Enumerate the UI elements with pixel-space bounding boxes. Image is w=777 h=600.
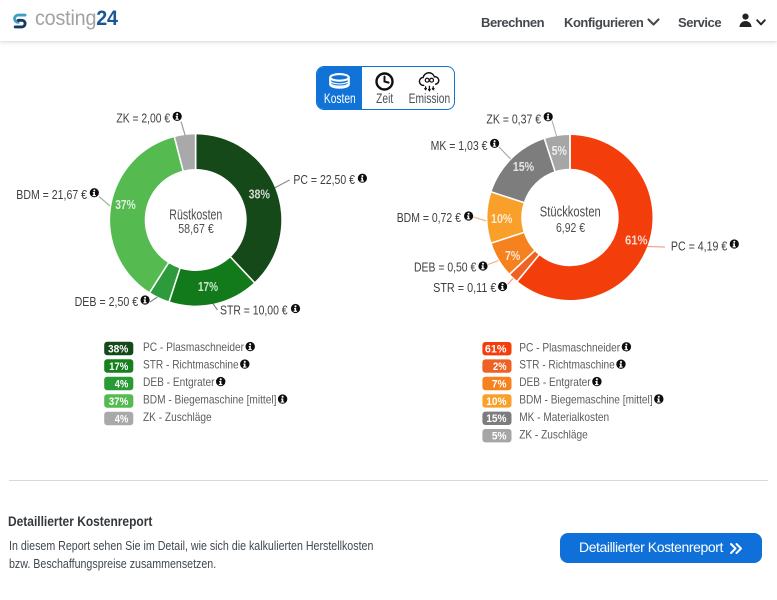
svg-text:BDM = 0,72 €: BDM = 0,72 € — [397, 211, 461, 225]
svg-text:DEB - Entgrater: DEB - Entgrater — [143, 375, 215, 389]
svg-text:MK = 1,03 €: MK = 1,03 € — [431, 139, 488, 153]
svg-text:7%: 7% — [492, 378, 507, 390]
svg-text:BDM - Biegemaschine [mittel]: BDM - Biegemaschine [mittel] — [519, 393, 652, 407]
svg-text:10%: 10% — [491, 212, 512, 226]
svg-text:17%: 17% — [109, 361, 128, 373]
svg-text:STR = 0,11 €: STR = 0,11 € — [433, 281, 496, 295]
svg-text:6,92 €: 6,92 € — [556, 221, 585, 235]
svg-text:5%: 5% — [492, 431, 507, 443]
svg-text:DEB - Entgrater: DEB - Entgrater — [519, 375, 591, 389]
svg-text:7%: 7% — [505, 249, 520, 263]
svg-text:Rüstkosten: Rüstkosten — [169, 207, 222, 223]
svg-text:4%: 4% — [115, 413, 129, 425]
svg-text:DEB = 0,50 €: DEB = 0,50 € — [414, 261, 476, 275]
svg-text:STR - Richtmaschine: STR - Richtmaschine — [519, 358, 615, 372]
svg-text:MK - Materialkosten: MK - Materialkosten — [519, 410, 609, 424]
svg-text:PC - Plasmaschneider: PC - Plasmaschneider — [143, 340, 244, 354]
svg-text:15%: 15% — [513, 160, 534, 174]
svg-text:17%: 17% — [198, 280, 218, 294]
svg-text:4%: 4% — [115, 378, 129, 390]
svg-text:61%: 61% — [485, 344, 507, 356]
svg-text:ZK - Zuschläge: ZK - Zuschläge — [143, 410, 212, 424]
svg-text:2%: 2% — [493, 361, 507, 373]
svg-text:DEB = 2,50 €: DEB = 2,50 € — [75, 295, 139, 309]
svg-text:PC = 22,50 €: PC = 22,50 € — [293, 173, 355, 187]
svg-text:BDM = 21,67 €: BDM = 21,67 € — [16, 188, 87, 202]
svg-text:ZK - Zuschläge: ZK - Zuschläge — [519, 427, 588, 441]
svg-text:5%: 5% — [552, 144, 567, 158]
svg-text:58,67 €: 58,67 € — [178, 222, 214, 236]
svg-text:37%: 37% — [115, 198, 136, 212]
svg-text:ZK = 2,00 €: ZK = 2,00 € — [116, 111, 170, 125]
svg-text:15%: 15% — [486, 413, 506, 425]
svg-text:STR = 10,00 €: STR = 10,00 € — [220, 304, 288, 318]
svg-text:PC = 4,19 €: PC = 4,19 € — [671, 240, 727, 254]
svg-text:PC - Plasmaschneider: PC - Plasmaschneider — [519, 340, 620, 354]
svg-text:10%: 10% — [486, 396, 506, 408]
svg-text:37%: 37% — [109, 396, 129, 408]
svg-text:STR - Richtmaschine: STR - Richtmaschine — [143, 358, 239, 372]
svg-text:Stückkosten: Stückkosten — [540, 204, 601, 220]
svg-text:ZK = 0,37 €: ZK = 0,37 € — [486, 113, 541, 127]
svg-text:38%: 38% — [108, 343, 128, 355]
svg-text:61%: 61% — [625, 234, 648, 248]
svg-text:38%: 38% — [249, 188, 270, 202]
svg-text:BDM - Biegemaschine [mittel]: BDM - Biegemaschine [mittel] — [143, 393, 276, 407]
